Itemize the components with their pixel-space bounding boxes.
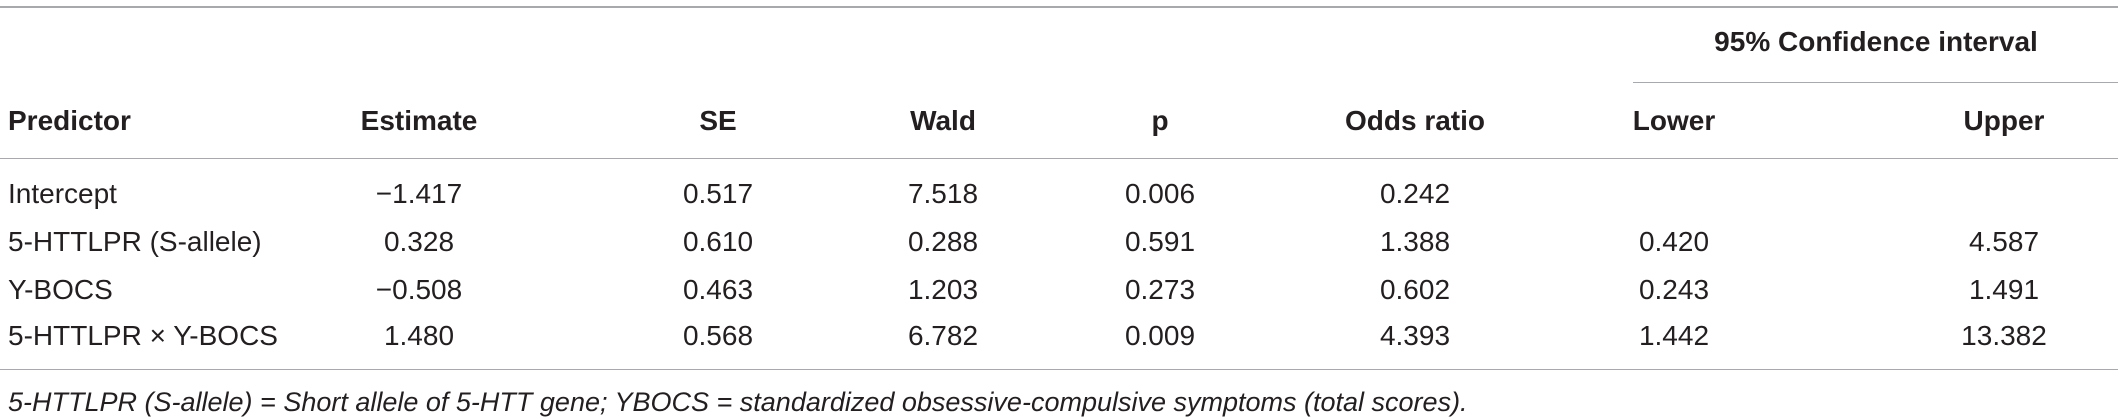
header-lower: Lower [1632,105,1716,136]
cell-estimate: 0.328 [383,226,455,257]
cell-estimate: −0.508 [375,274,463,305]
cell-upper: 4.587 [1968,226,2040,257]
cell-odds-ratio: 1.388 [1379,226,1451,257]
cell-se: 0.610 [682,226,754,257]
cell-wald: 1.203 [907,274,979,305]
cell-odds-ratio: 0.602 [1379,274,1451,305]
header-predictor: Predictor [8,105,131,136]
cell-wald: 6.782 [907,320,979,351]
cell-odds-ratio: 0.242 [1379,178,1451,209]
cell-upper: 13.382 [1961,320,2047,351]
header-upper: Upper [1963,105,2045,136]
cell-wald: 0.288 [907,226,979,257]
header-estimate: Estimate [360,105,478,136]
cell-p: 0.591 [1124,226,1196,257]
header-p: p [1151,105,1169,136]
cell-estimate: −1.417 [375,178,463,209]
cell-upper: 1.491 [1968,274,2040,305]
header-bottom-rule [0,158,2118,159]
header-odds-ratio: Odds ratio [1344,105,1485,136]
cell-p: 0.273 [1124,274,1196,305]
cell-se: 0.463 [682,274,754,305]
cell-se: 0.517 [682,178,754,209]
header-se: SE [699,105,737,136]
cell-odds-ratio: 4.393 [1379,320,1451,351]
cell-lower: 1.442 [1638,320,1710,351]
cell-predictor: Intercept [8,178,117,209]
cell-lower: 0.420 [1638,226,1710,257]
cell-predictor: 5-HTTLPR × Y-BOCS [8,320,278,351]
table-top-rule [0,6,2118,8]
cell-p: 0.006 [1124,178,1196,209]
cell-estimate: 1.480 [383,320,455,351]
cell-p: 0.009 [1124,320,1196,351]
header-wald: Wald [910,105,976,136]
ci-group-rule [1633,82,2118,83]
table-footnote: 5-HTTLPR (S-allele) = Short allele of 5-… [8,387,1468,417]
cell-wald: 7.518 [907,178,979,209]
cell-se: 0.568 [682,320,754,351]
cell-predictor: Y-BOCS [8,274,113,305]
table-bottom-rule [0,369,2118,370]
cell-predictor: 5-HTTLPR (S-allele) [8,226,262,257]
ci-group-header: 95% Confidence interval [1714,26,2038,57]
cell-lower: 0.243 [1638,274,1710,305]
